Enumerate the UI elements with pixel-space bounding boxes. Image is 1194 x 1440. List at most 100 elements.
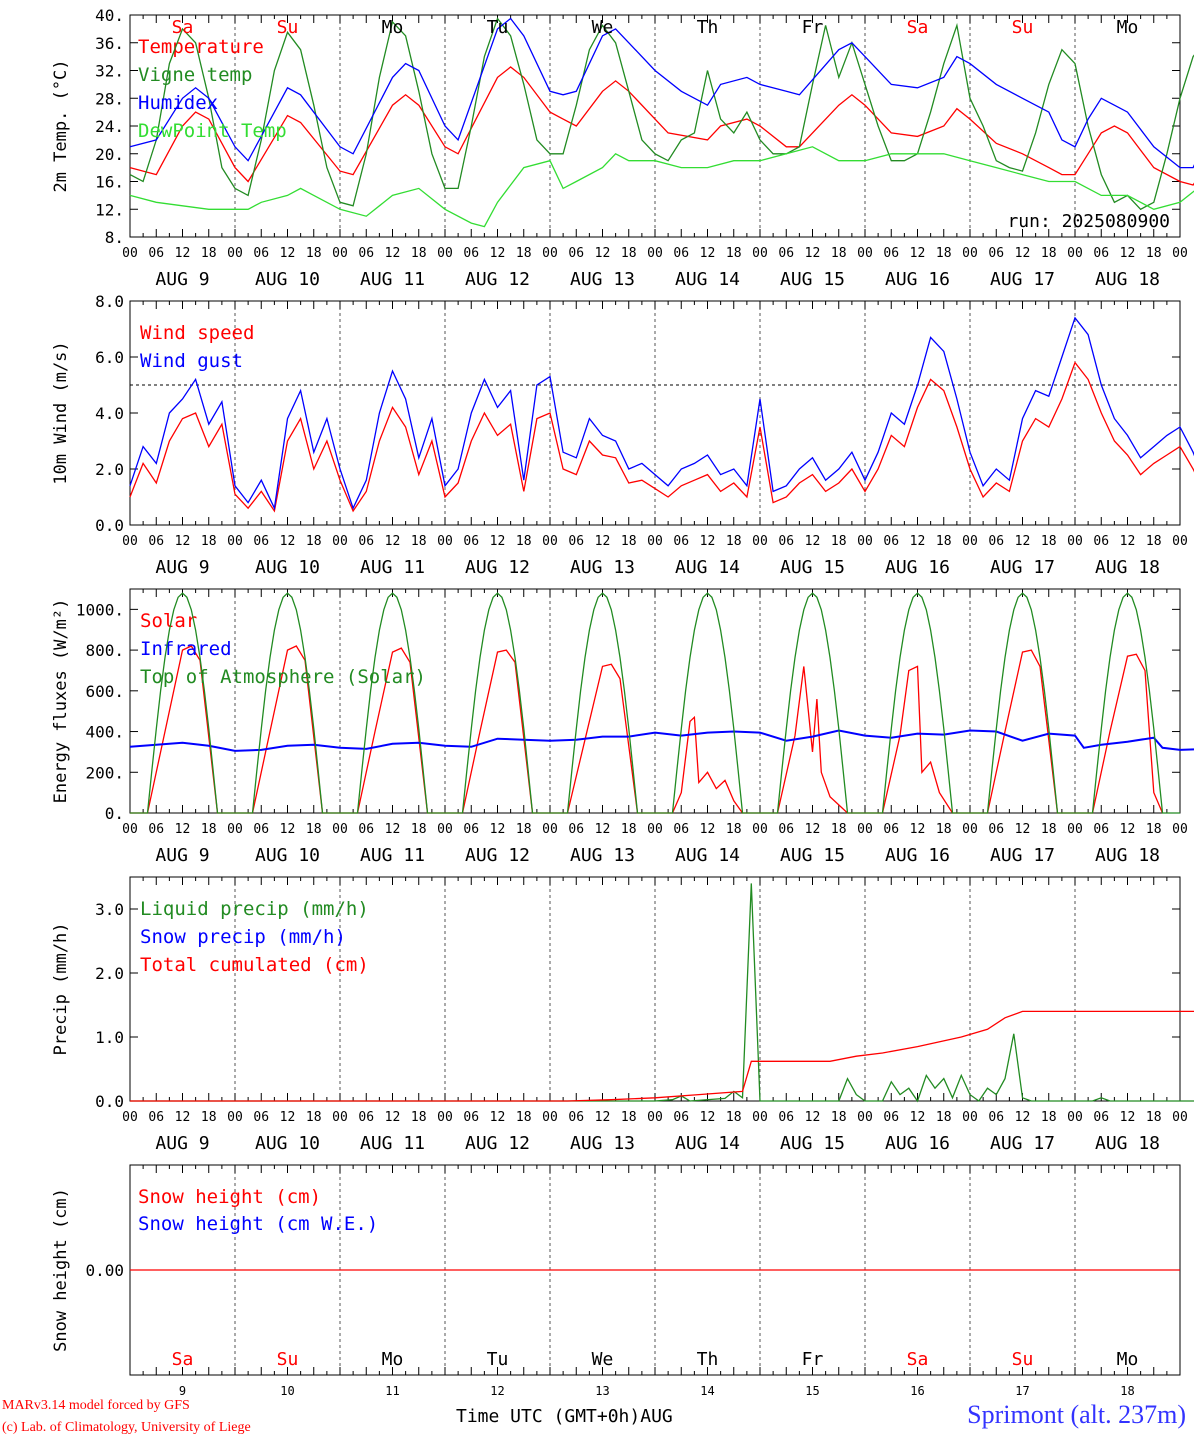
panel5-weekday-label: Th	[697, 1349, 719, 1370]
panel5-day-number-label: 14	[700, 1384, 714, 1398]
panel2-hour-label: 18	[936, 534, 952, 549]
panel1-hour-label: 00	[227, 246, 243, 261]
panel4-y-tick-label: 1.0	[95, 1028, 124, 1047]
lab-credit: (c) Lab. of Climatology, University of L…	[2, 1420, 251, 1435]
panel3-date-label: AUG 10	[255, 845, 320, 866]
panel4-legend-entry: Liquid precip (mm/h)	[140, 898, 369, 920]
panel2-hour-label: 06	[568, 534, 584, 549]
panel3-series-solar	[130, 645, 1164, 814]
panel5-weekday-label: Fr	[802, 1349, 824, 1370]
site-title: Sprimont (alt. 237m)	[967, 1400, 1186, 1429]
panel4-hour-label: 00	[227, 1110, 243, 1125]
panel2-hour-label: 06	[253, 534, 269, 549]
panel3-hour-label: 06	[568, 822, 584, 837]
panel1-legend-entry: DewPoint Temp	[138, 120, 287, 142]
panel2-hour-label: 12	[910, 534, 926, 549]
panel2-hour-label: 12	[700, 534, 716, 549]
panel1-y-tick-label: 8.	[105, 228, 124, 247]
panel5-day-number-label: 17	[1015, 1384, 1029, 1398]
panel1-hour-label: 00	[332, 246, 348, 261]
panel1-y-tick-label: 16.	[95, 173, 124, 192]
panel3-date-label: AUG 17	[990, 845, 1055, 866]
panel1-hour-label: 06	[463, 246, 479, 261]
panel4-hour-label: 12	[1120, 1110, 1136, 1125]
panel3-hour-label: 12	[700, 822, 716, 837]
panel5-day-number-label: 18	[1120, 1384, 1134, 1398]
panel4-hour-label: 00	[752, 1110, 768, 1125]
panel1-weekday-label: Sa	[907, 17, 929, 38]
panel3-hour-label: 00	[437, 822, 453, 837]
panel2-y-axis-title: 10m Wind (m/s)	[51, 341, 71, 484]
panel3-hour-label: 00	[857, 822, 873, 837]
panel4-date-label: AUG 10	[255, 1133, 320, 1154]
panel3-hour-label: 00	[962, 822, 978, 837]
panel3-hour-label: 12	[385, 822, 401, 837]
panel5-day-number-label: 16	[910, 1384, 924, 1398]
panel1-date-label: AUG 13	[570, 269, 635, 290]
panel4-hour-label: 00	[857, 1110, 873, 1125]
panel4-date-label: AUG 13	[570, 1133, 635, 1154]
panel3-date-label: AUG 16	[885, 845, 950, 866]
panel4-hour-label: 06	[778, 1110, 794, 1125]
panel2-hour-label: 12	[1120, 534, 1136, 549]
panel2-hour-label: 06	[883, 534, 899, 549]
panel2-hour-label: 06	[988, 534, 1004, 549]
panel4-date-label: AUG 18	[1095, 1133, 1160, 1154]
panel4-hour-label: 12	[1015, 1110, 1031, 1125]
panel4-hour-label: 12	[595, 1110, 611, 1125]
panel2-frame	[129, 300, 1181, 526]
panel1-y-tick-label: 20.	[95, 145, 124, 164]
panel5-legend-entry: Snow height (cm W.E.)	[138, 1213, 378, 1235]
panel1-date-label: AUG 10	[255, 269, 320, 290]
panel2-hour-label: 18	[306, 534, 322, 549]
panel3-hour-label: 18	[411, 822, 427, 837]
panel2-hour-label: 00	[752, 534, 768, 549]
panel1-hour-label: 06	[253, 246, 269, 261]
panel3-hour-label: 12	[805, 822, 821, 837]
panel4-hour-label: 18	[1146, 1110, 1162, 1125]
panel2-date-label: AUG 18	[1095, 557, 1160, 578]
panel2-hour-label: 12	[805, 534, 821, 549]
panel1-hour-label: 18	[621, 246, 637, 261]
panel3-hour-label: 00	[752, 822, 768, 837]
panel1-date-label: AUG 14	[675, 269, 740, 290]
panel4-hour-label: 00	[1172, 1110, 1188, 1125]
panel2-hour-label: 12	[175, 534, 191, 549]
panel2-hour-label: 06	[1093, 534, 1109, 549]
panel3-y-tick-label: 200.	[85, 763, 124, 782]
panel1-legend-entry: Vigne temp	[138, 64, 252, 86]
panel3-y-tick-label: 600.	[85, 682, 124, 701]
panel2-hour-label: 00	[857, 534, 873, 549]
panel2-hour-label: 18	[411, 534, 427, 549]
panel4-hour-label: 00	[542, 1110, 558, 1125]
panel1-hour-label: 12	[700, 246, 716, 261]
panel1-y-tick-label: 36.	[95, 34, 124, 53]
panel3-hour-label: 18	[306, 822, 322, 837]
panel5-weekday-label: Mo	[382, 1349, 404, 1370]
panel4-hour-label: 12	[280, 1110, 296, 1125]
panel4-date-label: AUG 11	[360, 1133, 425, 1154]
panel5-weekday-label: Sa	[172, 1349, 194, 1370]
panel1-series-temperature	[129, 66, 1194, 186]
model-credit: MARv3.14 model forced by GFS	[2, 1398, 190, 1413]
panel2-date-label: AUG 13	[570, 557, 635, 578]
panel4-hour-label: 00	[647, 1110, 663, 1125]
panel4-hour-label: 12	[175, 1110, 191, 1125]
panel5-day-number-label: 9	[179, 1384, 186, 1398]
panel3-hour-label: 18	[201, 822, 217, 837]
panel3-y-tick-label: 1000.	[76, 600, 124, 619]
panel1-hour-label: 12	[1120, 246, 1136, 261]
panel1-date-label: AUG 17	[990, 269, 1055, 290]
panel1-weekday-label: Th	[697, 17, 719, 38]
panel3-hour-label: 00	[1172, 822, 1188, 837]
panel4-hour-label: 06	[463, 1110, 479, 1125]
panel3-hour-label: 12	[280, 822, 296, 837]
panel2-hour-label: 18	[726, 534, 742, 549]
panel1-hour-label: 12	[595, 246, 611, 261]
panel4-hour-label: 06	[568, 1110, 584, 1125]
panel1-hour-label: 06	[358, 246, 374, 261]
panel1-y-tick-label: 12.	[95, 200, 124, 219]
run-label: run: 2025080900	[1007, 211, 1170, 232]
panel1-weekday-label: Mo	[1117, 17, 1139, 38]
panel1-hour-label: 18	[516, 246, 532, 261]
